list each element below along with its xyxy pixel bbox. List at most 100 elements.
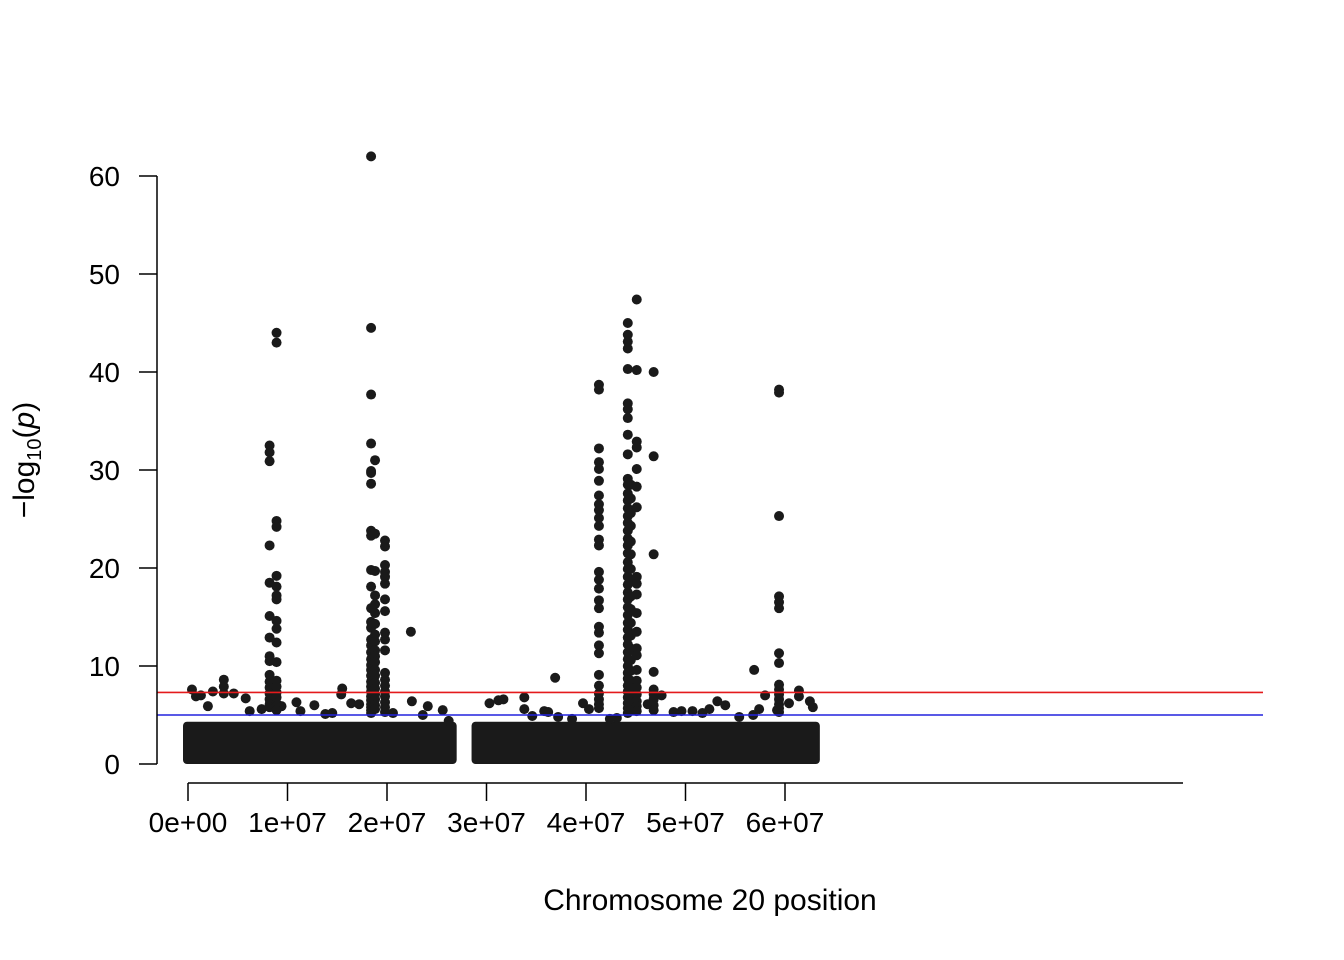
y-axis-title: −log10(p) (8, 402, 46, 519)
peak-snp-point (631, 589, 642, 600)
peak-snp-point (625, 520, 636, 531)
peak-snp-point (370, 629, 381, 640)
x-tick-label: 1e+07 (248, 807, 327, 838)
snp-point (712, 696, 723, 707)
peak-snp-point (622, 429, 633, 440)
peak-snp-point (593, 490, 604, 501)
peak-snp-point (264, 456, 275, 467)
peak-snp-point (380, 667, 391, 678)
peak-snp-point (622, 449, 633, 460)
peak-snp-point (593, 457, 604, 468)
peak-snp-point (631, 682, 642, 693)
peak-snp-point (366, 478, 377, 489)
peak-snp-point (366, 581, 377, 592)
snp-point (604, 713, 615, 724)
snp-point (734, 711, 745, 722)
y-tick-label: 20 (89, 553, 120, 584)
peak-snp-point (631, 365, 642, 376)
snp-point (519, 692, 530, 703)
peak-snp-point (593, 505, 604, 516)
peak-snp-point (774, 658, 785, 669)
peak-snp-point (380, 645, 391, 656)
snp-point (437, 705, 448, 716)
peak-snp-point (370, 704, 381, 715)
y-tick-label: 40 (89, 357, 120, 388)
peak-snp-point (370, 618, 381, 629)
snp-point (422, 701, 433, 712)
peak-snp-point (264, 669, 275, 680)
snp-point (676, 706, 687, 717)
snp-point (519, 704, 530, 715)
peak-snp-point (380, 578, 391, 589)
peak-snp-point (622, 318, 633, 328)
peak-snp-point (625, 536, 636, 547)
snp-point (309, 700, 320, 711)
snp-point (256, 704, 267, 715)
x-tick-label: 3e+07 (447, 807, 526, 838)
snp-point (346, 698, 357, 709)
x-tick-group: 0e+00 1e+07 2e+07 3e+07 4e+07 5e+07 6e+07 (149, 783, 824, 838)
peak-snp-point (631, 294, 642, 305)
peak-snp-point (774, 603, 785, 614)
snp-point (484, 698, 495, 709)
peak-snp-point (631, 650, 642, 661)
snp-point (405, 626, 416, 637)
peak-snp-point (380, 634, 391, 645)
peak-snp-point (593, 627, 604, 638)
snp-point (807, 702, 818, 713)
peak-snp-point (622, 404, 633, 415)
snp-point (291, 697, 302, 708)
snp-point (720, 700, 731, 711)
peak-snp-point (370, 455, 381, 466)
peak-snp-point (593, 595, 604, 606)
peak-snp-point (622, 336, 633, 347)
peak-snp-point (622, 413, 633, 424)
y-tick-group: 0 10 20 30 40 50 60 (89, 161, 157, 780)
peak-snp-point (625, 549, 636, 560)
peak-snp-point (380, 541, 391, 552)
peak-snp-point (264, 540, 275, 551)
threshold-lines (157, 691, 1263, 716)
peak-snp-point (648, 705, 659, 716)
peak-snp-point (774, 387, 785, 398)
peak-snp-point (366, 389, 377, 400)
x-tick-label: 5e+07 (646, 807, 725, 838)
peak-snp-point (370, 670, 381, 681)
peak-snp-point (593, 540, 604, 551)
peak-snp-point (593, 703, 604, 714)
peak-snp-point (593, 669, 604, 680)
peak-snp-point (593, 384, 604, 395)
peak-snp-point (774, 648, 785, 659)
peak-snp-point (593, 475, 604, 486)
peak-snp-point (271, 705, 282, 716)
y-axis-title-subscript: 10 (24, 438, 46, 460)
peak-snp-point (264, 611, 275, 622)
data-points (183, 151, 820, 764)
peak-snp-point (593, 520, 604, 531)
snp-point (207, 686, 218, 697)
peak-snp-point (774, 511, 785, 522)
peak-snp-point (271, 521, 282, 532)
y-axis-title-variable: p (8, 412, 41, 430)
peak-snp-point (370, 590, 381, 601)
snp-point (749, 664, 760, 675)
snp-point (783, 698, 794, 709)
peak-snp-point (380, 571, 391, 582)
peak-snp-point (631, 664, 642, 675)
x-axis-title: Chromosome 20 position (543, 884, 877, 917)
peak-snp-point (593, 443, 604, 454)
peak-snp-point (271, 623, 282, 634)
y-axis-title-open-paren: ( (8, 428, 41, 438)
peak-snp-point (631, 626, 642, 637)
peak-snp-point (380, 594, 391, 605)
snp-point (406, 696, 417, 707)
x-tick-label: 0e+00 (149, 807, 228, 838)
peak-snp-point (593, 566, 604, 577)
peak-snp-point (370, 636, 381, 647)
peak-snp-point (593, 603, 604, 614)
peak-snp-point (271, 327, 282, 338)
snp-point (327, 708, 338, 719)
peak-snp-point (593, 574, 604, 585)
snp-point (354, 699, 365, 710)
peak-snp-point (271, 637, 282, 648)
